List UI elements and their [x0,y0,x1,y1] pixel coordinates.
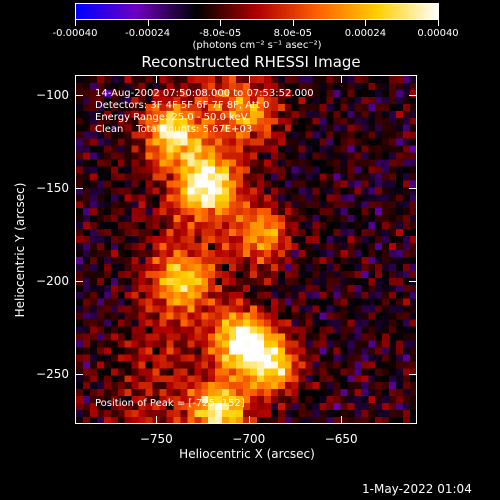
colorbar-tick [292,20,294,26]
colorbar-tick [220,20,222,26]
x-tick-label: −650 [324,432,358,446]
colorbar-tick [75,20,76,26]
chart-title: Reconstructed RHESSI Image [141,53,361,71]
annotation-clean-counts: Clean Total counts: 5.67E+03 [95,124,253,135]
x-axis-title: Heliocentric X (arcsec) [179,447,315,461]
y-axis-title: Heliocentric Y (arcsec) [13,182,27,318]
colorbar-tick-label: -8.0e-05 [199,28,242,39]
colorbar [75,3,439,20]
x-tick-label: −750 [139,432,173,446]
colorbar-tick-label: 8.0e-05 [273,28,312,39]
colorbar-gradient [76,4,438,19]
y-tick-label: −100 [36,88,69,103]
annotation-peak-position: Position of Peak = [-725,-152] [95,398,245,409]
annotation-time-range: 14-Aug-2002 07:50:08.000 to 07:53:52.000 [95,88,314,99]
colorbar-ticks [75,20,439,28]
colorbar-tick-label: -0.00040 [52,28,98,39]
colorbar-tick-label: 0.00024 [344,28,387,39]
annotation-detectors: Detectors: 3F 4F 5F 6F 7F 8F, Att 0 [95,100,270,111]
heatmap-image [76,76,416,423]
x-tick-label: −700 [232,432,266,446]
colorbar-units-label: (photons cm⁻² s⁻¹ asec⁻²) [192,40,322,51]
colorbar-tick [365,20,367,26]
plot-area: 14-Aug-2002 07:50:08.000 to 07:53:52.000… [75,75,417,424]
colorbar-tick-label: 0.00040 [417,28,459,39]
footer-timestamp: 1-May-2022 01:04 [362,482,472,496]
annotation-energy-range: Energy Range: 25.0 - 50.0 keV [95,112,248,123]
colorbar-tick [438,20,439,26]
colorbar-tick [147,20,149,26]
colorbar-tick-label: -0.00024 [125,28,171,39]
y-tick-label: −250 [36,366,69,381]
